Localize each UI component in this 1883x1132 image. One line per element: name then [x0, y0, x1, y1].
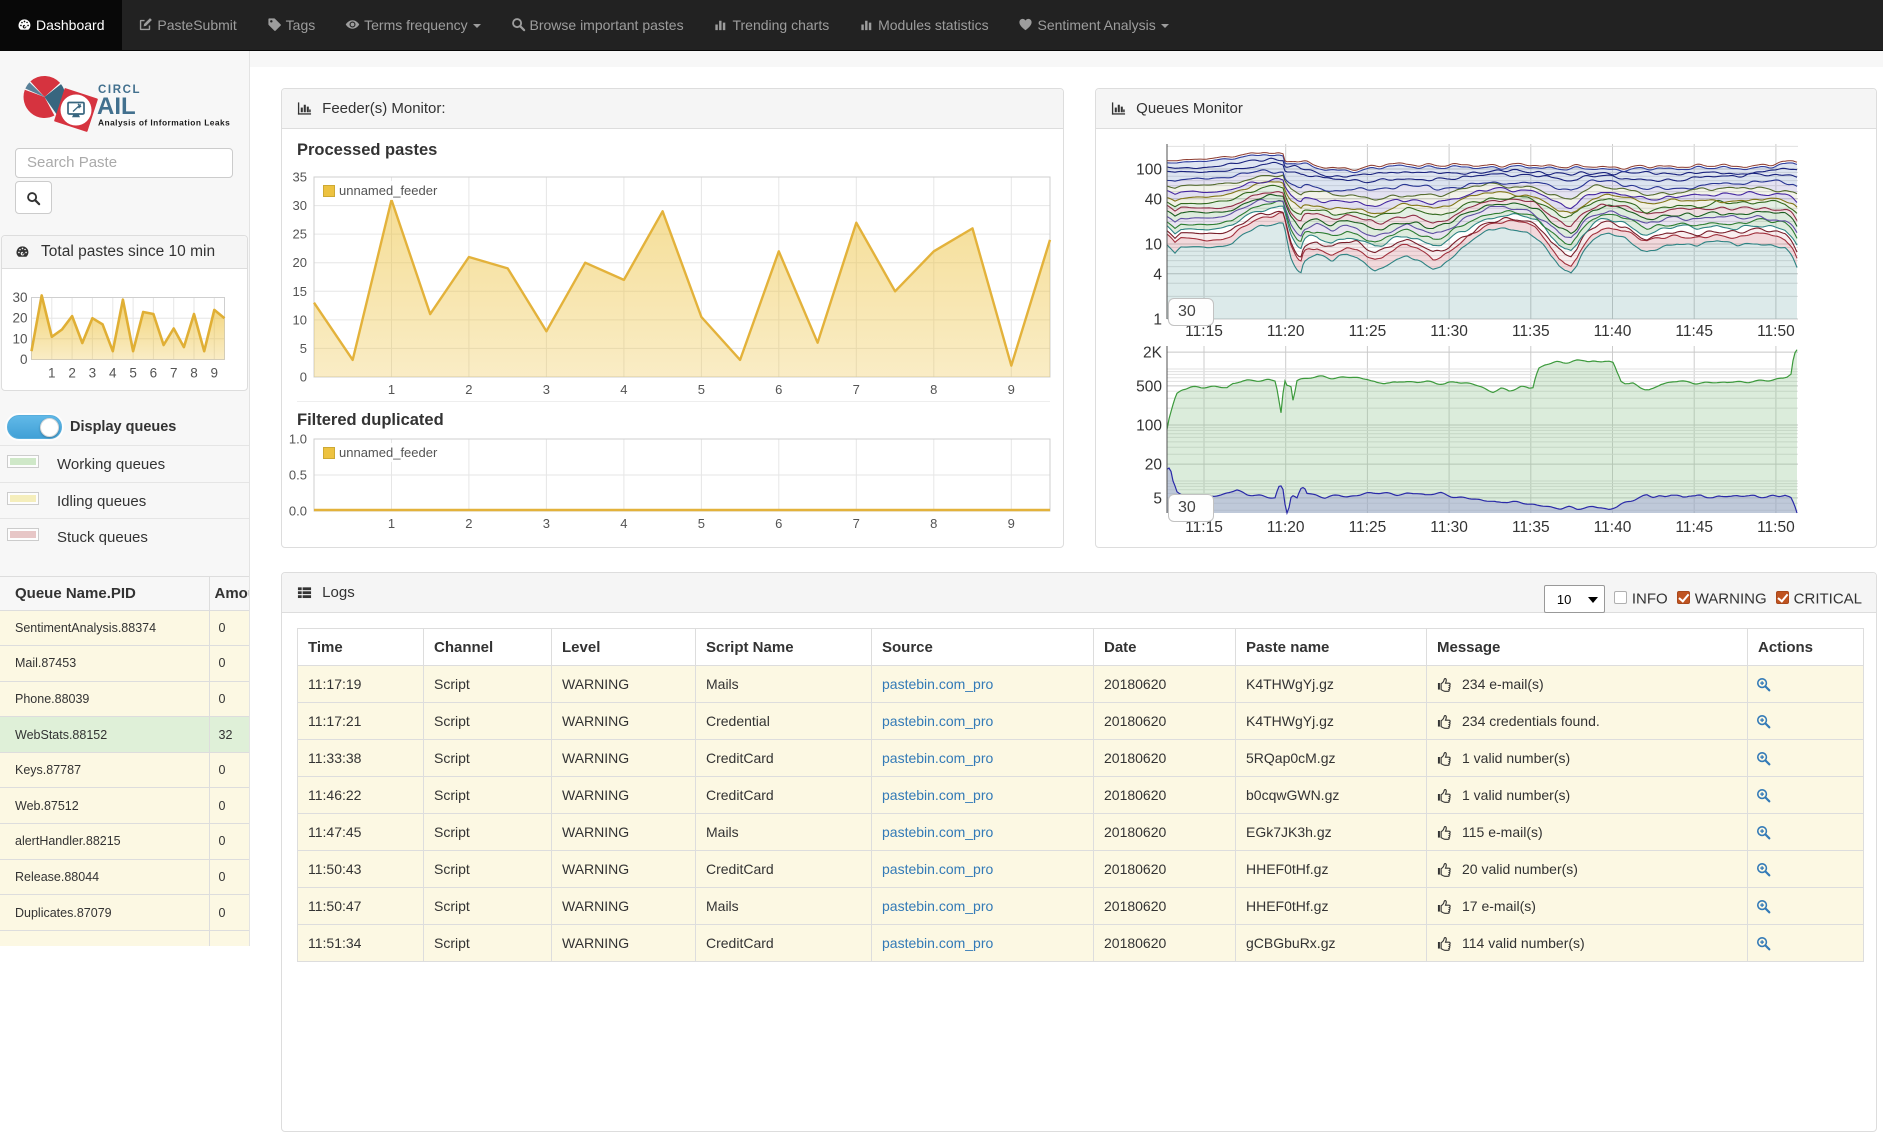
- svg-text:10: 10: [1145, 237, 1163, 254]
- svg-text:15: 15: [293, 284, 307, 299]
- svg-text:5: 5: [698, 516, 705, 531]
- svg-text:3: 3: [89, 366, 97, 381]
- svg-text:11:15: 11:15: [1185, 323, 1223, 340]
- svg-text:30: 30: [293, 198, 307, 213]
- svg-text:AIL: AIL: [97, 93, 136, 120]
- svg-text:0: 0: [300, 370, 307, 385]
- svg-text:500: 500: [1136, 378, 1162, 395]
- svg-text:11:35: 11:35: [1512, 519, 1550, 536]
- svg-text:4: 4: [109, 366, 117, 381]
- svg-text:10: 10: [12, 331, 27, 346]
- svg-text:20: 20: [12, 311, 27, 326]
- svg-text:8: 8: [930, 516, 937, 531]
- svg-text:0: 0: [20, 352, 28, 367]
- svg-text:11:15: 11:15: [1185, 519, 1223, 536]
- svg-text:5: 5: [300, 341, 307, 356]
- svg-text:11:25: 11:25: [1349, 519, 1387, 536]
- svg-text:2: 2: [465, 382, 472, 397]
- svg-text:Analysis of Information Leaks: Analysis of Information Leaks: [98, 118, 230, 128]
- svg-text:11:45: 11:45: [1675, 323, 1713, 340]
- svg-text:1: 1: [388, 516, 395, 531]
- svg-text:6: 6: [775, 516, 782, 531]
- svg-text:1.0: 1.0: [289, 432, 307, 447]
- svg-text:7: 7: [170, 366, 178, 381]
- svg-text:4: 4: [620, 516, 627, 531]
- svg-text:3: 3: [543, 382, 550, 397]
- svg-text:8: 8: [190, 366, 198, 381]
- svg-text:9: 9: [1008, 516, 1015, 531]
- svg-text:0.0: 0.0: [289, 504, 307, 519]
- svg-text:100: 100: [1136, 418, 1162, 435]
- svg-text:20: 20: [1145, 457, 1163, 474]
- svg-text:9: 9: [1008, 382, 1015, 397]
- svg-text:11:45: 11:45: [1675, 519, 1713, 536]
- svg-text:100: 100: [1136, 162, 1162, 179]
- svg-text:5: 5: [698, 382, 705, 397]
- svg-text:9: 9: [211, 366, 219, 381]
- svg-text:11:50: 11:50: [1757, 519, 1795, 536]
- svg-text:CIRCL: CIRCL: [98, 84, 141, 96]
- svg-text:5: 5: [129, 366, 137, 381]
- svg-text:3: 3: [543, 516, 550, 531]
- svg-text:2K: 2K: [1143, 345, 1163, 362]
- svg-text:7: 7: [853, 382, 860, 397]
- svg-text:11:20: 11:20: [1267, 323, 1305, 340]
- svg-text:30: 30: [12, 290, 27, 305]
- svg-text:11:35: 11:35: [1512, 323, 1550, 340]
- svg-text:4: 4: [1153, 266, 1162, 283]
- svg-text:4: 4: [620, 382, 627, 397]
- svg-text:5: 5: [1153, 490, 1162, 507]
- svg-text:11:40: 11:40: [1594, 323, 1632, 340]
- svg-text:8: 8: [930, 382, 937, 397]
- svg-text:11:40: 11:40: [1594, 519, 1632, 536]
- svg-text:40: 40: [1145, 191, 1163, 208]
- svg-text:35: 35: [293, 170, 307, 185]
- svg-text:2: 2: [465, 516, 472, 531]
- svg-text:11:50: 11:50: [1757, 323, 1795, 340]
- svg-text:1: 1: [1153, 312, 1162, 329]
- svg-text:6: 6: [775, 382, 782, 397]
- svg-text:11:30: 11:30: [1430, 323, 1468, 340]
- svg-text:1: 1: [48, 366, 56, 381]
- svg-text:2: 2: [68, 366, 76, 381]
- svg-text:25: 25: [293, 227, 307, 242]
- svg-text:0.5: 0.5: [289, 468, 307, 483]
- svg-text:11:30: 11:30: [1430, 519, 1468, 536]
- svg-text:20: 20: [293, 255, 307, 270]
- svg-text:11:20: 11:20: [1267, 519, 1305, 536]
- svg-text:1: 1: [388, 382, 395, 397]
- svg-text:7: 7: [853, 516, 860, 531]
- svg-text:6: 6: [150, 366, 158, 381]
- svg-text:11:25: 11:25: [1349, 323, 1387, 340]
- svg-text:10: 10: [293, 312, 307, 327]
